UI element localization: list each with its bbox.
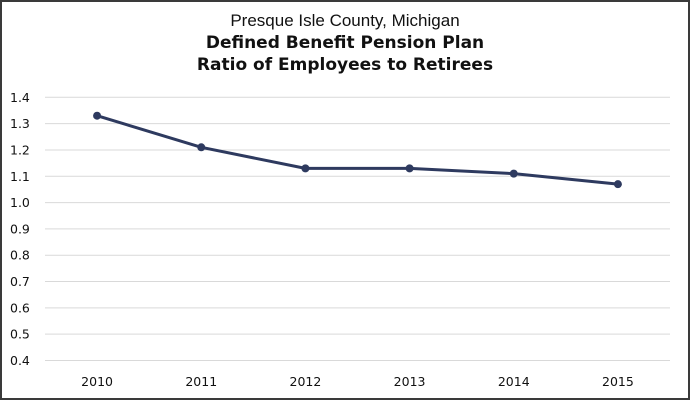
x-tick-label: 2013 — [394, 374, 426, 389]
y-tick-label: 1.2 — [10, 142, 30, 157]
y-tick-label: 0.5 — [10, 327, 30, 342]
y-tick-label: 0.4 — [10, 353, 30, 368]
data-point — [405, 164, 414, 173]
y-tick-label: 0.8 — [10, 248, 30, 263]
x-tick-label: 2015 — [602, 374, 634, 389]
x-tick-label: 2012 — [290, 374, 322, 389]
y-tick-label: 1.0 — [10, 195, 30, 210]
data-point — [93, 111, 102, 120]
data-point — [613, 180, 622, 189]
data-point — [197, 143, 206, 152]
x-tick-label: 2011 — [185, 374, 217, 389]
chart-subtitle-line-1: Defined Benefit Pension Plan — [205, 33, 485, 53]
y-tick-label: 1.1 — [10, 169, 30, 184]
x-tick-label: 2014 — [498, 374, 530, 389]
data-point — [301, 164, 310, 173]
y-tick-label: 0.9 — [10, 221, 30, 236]
chart-title: Presque Isle County, Michigan — [230, 11, 460, 30]
y-tick-label: 1.4 — [10, 90, 30, 105]
series-line — [96, 114, 619, 186]
chart-subtitle-line-2: Ratio of Employees to Retirees — [196, 55, 494, 75]
x-tick-label: 2010 — [81, 374, 113, 389]
data-point — [509, 169, 518, 178]
y-tick-label: 1.3 — [10, 116, 30, 131]
y-tick-label: 0.7 — [10, 274, 30, 289]
y-tick-label: 0.6 — [10, 300, 30, 315]
